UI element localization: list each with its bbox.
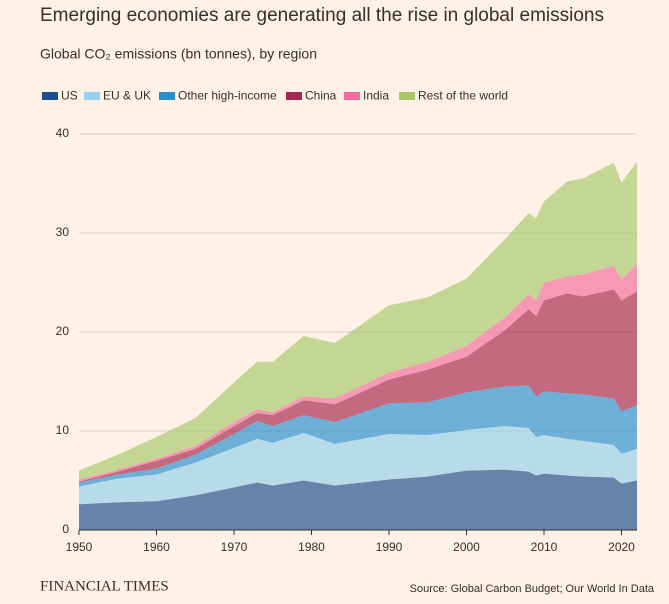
y-tick-label: 20 bbox=[56, 324, 70, 338]
legend-label: Other high-income bbox=[178, 89, 277, 103]
legend-label: US bbox=[61, 89, 78, 103]
source: Source: Global Carbon Budget; Our World … bbox=[410, 583, 655, 595]
x-tick-label: 1970 bbox=[221, 540, 248, 554]
x-tick-label: 1950 bbox=[66, 540, 93, 554]
area bbox=[79, 263, 637, 482]
legend-swatch bbox=[42, 92, 58, 100]
legend-swatch bbox=[344, 92, 360, 100]
area bbox=[79, 161, 637, 480]
x-tick-label: 2020 bbox=[608, 540, 635, 554]
area bbox=[79, 426, 637, 505]
area bbox=[79, 385, 637, 487]
y-tick-label: 40 bbox=[56, 126, 70, 140]
y-tick-label: 0 bbox=[62, 522, 69, 536]
x-tick-label: 1990 bbox=[376, 540, 403, 554]
brand: FINANCIAL TIMES bbox=[40, 578, 169, 594]
legend-swatch bbox=[399, 92, 415, 100]
x-tick-label: 2000 bbox=[453, 540, 480, 554]
legend-swatch bbox=[159, 92, 175, 100]
area bbox=[79, 289, 637, 483]
x-tick-label: 1960 bbox=[143, 540, 170, 554]
chart-subtitle: Global CO₂ emissions (bn tonnes), by reg… bbox=[40, 46, 317, 62]
legend-label: EU & UK bbox=[103, 89, 151, 103]
x-tick-label: 2010 bbox=[531, 540, 558, 554]
y-tick-label: 10 bbox=[56, 423, 70, 437]
legend-swatch bbox=[84, 92, 100, 100]
legend-label: China bbox=[305, 89, 337, 103]
legend-label: Rest of the world bbox=[418, 89, 508, 103]
chart-title: Emerging economies are generating all th… bbox=[40, 5, 604, 26]
x-tick-label: 1980 bbox=[298, 540, 325, 554]
area bbox=[79, 469, 637, 530]
legend-label: India bbox=[363, 89, 389, 103]
y-tick-label: 30 bbox=[56, 225, 70, 239]
legend-swatch bbox=[286, 92, 302, 100]
